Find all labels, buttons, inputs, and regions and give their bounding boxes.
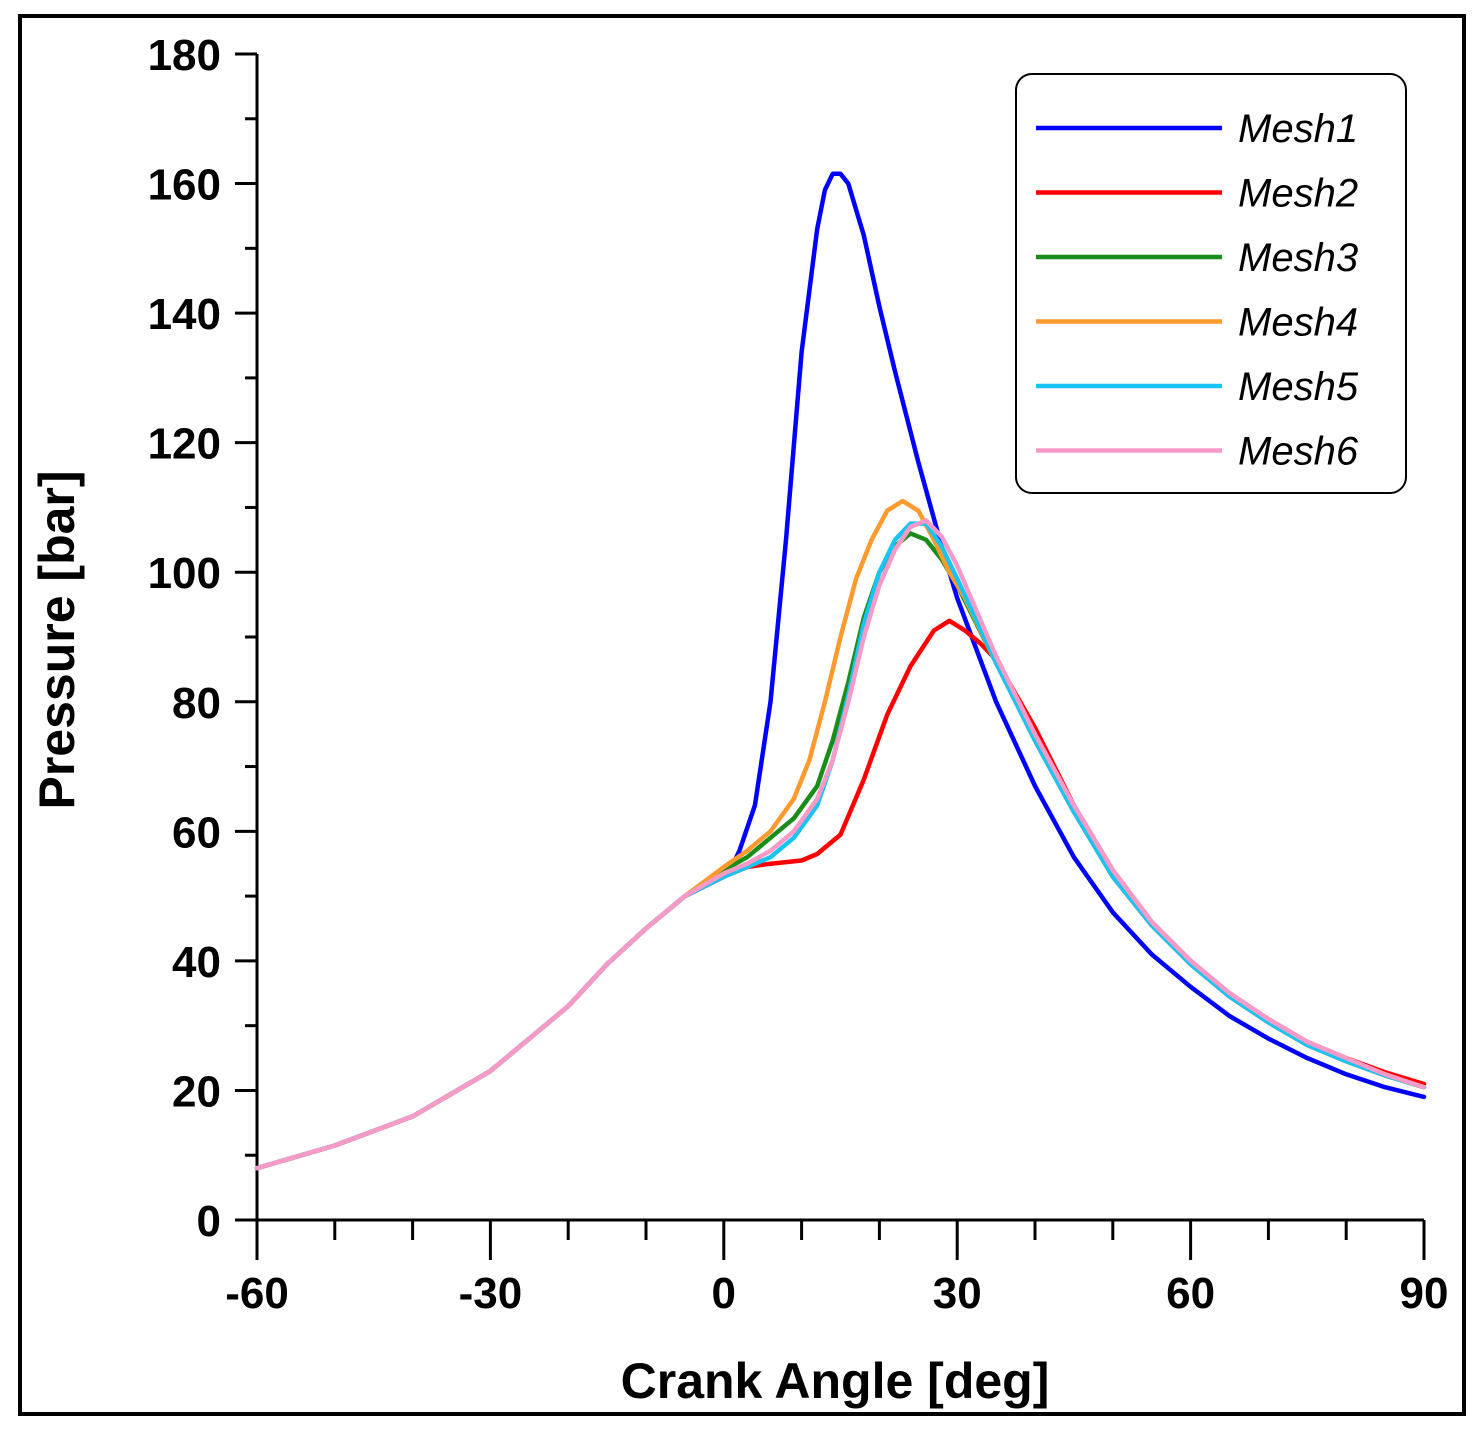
legend-label-mesh4: Mesh4 <box>1238 301 1358 345</box>
y-tick-label: 80 <box>172 679 221 728</box>
y-tick-label: 180 <box>148 31 221 80</box>
y-tick-label: 100 <box>148 549 221 598</box>
y-tick-label: 60 <box>172 808 221 857</box>
series-line-mesh6 <box>254 518 1427 1171</box>
y-tick-label: 0 <box>197 1197 221 1246</box>
x-axis-title: Crank Angle [deg] <box>621 1353 1050 1409</box>
legend-label-mesh5: Mesh5 <box>1238 365 1359 409</box>
x-tick-label: 60 <box>1166 1269 1215 1318</box>
x-tick-label: -30 <box>459 1269 523 1318</box>
x-tick-label: -60 <box>225 1269 289 1318</box>
x-tick-label: 90 <box>1400 1269 1449 1318</box>
y-tick-label: 40 <box>172 938 221 987</box>
x-tick-label: 30 <box>933 1269 982 1318</box>
legend-label-mesh2: Mesh2 <box>1238 172 1358 216</box>
legend-label-mesh1: Mesh1 <box>1238 107 1358 151</box>
y-tick-label: 20 <box>172 1067 221 1116</box>
y-tick-label: 120 <box>148 420 221 469</box>
y-tick-label: 140 <box>148 290 221 339</box>
legend-label-mesh6: Mesh6 <box>1238 430 1359 474</box>
legend-label-mesh3: Mesh3 <box>1238 236 1358 280</box>
x-tick-label: 0 <box>712 1269 736 1318</box>
y-tick-label: 160 <box>148 161 221 210</box>
y-axis-title: Pressure [bar] <box>29 470 85 809</box>
